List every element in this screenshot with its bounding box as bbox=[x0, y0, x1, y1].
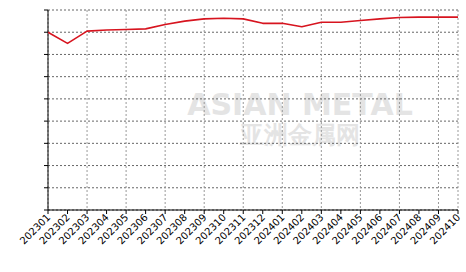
grid-line bbox=[360, 10, 361, 210]
grid-line bbox=[48, 10, 458, 11]
grid-line bbox=[321, 10, 322, 210]
x-tick bbox=[243, 210, 244, 214]
x-tick bbox=[379, 210, 380, 214]
x-tick bbox=[67, 210, 68, 214]
x-axis bbox=[48, 210, 458, 211]
annotation: ASIAN METAL bbox=[187, 87, 413, 122]
x-tick bbox=[301, 210, 302, 214]
grid bbox=[48, 10, 458, 210]
series bbox=[48, 17, 458, 43]
x-tick bbox=[282, 210, 283, 214]
grid-line bbox=[48, 187, 458, 188]
grid-line bbox=[282, 10, 283, 210]
x-tick-label: 202410 bbox=[428, 212, 463, 247]
x-tick bbox=[340, 210, 341, 214]
x-tick bbox=[360, 210, 361, 214]
line bbox=[48, 17, 458, 43]
y-tick bbox=[44, 54, 48, 55]
grid-line bbox=[243, 10, 244, 210]
y-tick bbox=[44, 165, 48, 166]
grid-line bbox=[48, 143, 458, 144]
x-tick bbox=[418, 210, 419, 214]
x-tick bbox=[106, 210, 107, 214]
y-tick bbox=[44, 76, 48, 77]
x-tick bbox=[321, 210, 322, 214]
x-tick bbox=[165, 210, 166, 214]
y-tick bbox=[44, 98, 48, 99]
y-axis bbox=[48, 10, 49, 210]
grid-line bbox=[204, 10, 205, 210]
grid-line bbox=[48, 121, 458, 122]
x-tick bbox=[204, 210, 205, 214]
y-tick bbox=[44, 143, 48, 144]
chart: ASIAN METAL亚洲金属网202301202302202303202304… bbox=[0, 0, 466, 272]
grid-line bbox=[48, 32, 458, 33]
grid-line bbox=[48, 10, 49, 210]
watermark: ASIAN METAL亚洲金属网 bbox=[187, 87, 413, 149]
x-tick bbox=[458, 210, 459, 214]
grid-line bbox=[48, 54, 458, 55]
grid-line bbox=[48, 165, 458, 166]
y-tick bbox=[44, 10, 48, 11]
x-tick bbox=[145, 210, 146, 214]
x-tick bbox=[184, 210, 185, 214]
grid-line bbox=[126, 10, 127, 210]
x-tick bbox=[87, 210, 88, 214]
grid-line bbox=[48, 76, 458, 77]
x-tick bbox=[399, 210, 400, 214]
x-tick bbox=[126, 210, 127, 214]
y-tick bbox=[44, 187, 48, 188]
y-tick bbox=[44, 121, 48, 122]
x-tick bbox=[48, 210, 49, 214]
grid-line bbox=[165, 10, 166, 210]
x-tick bbox=[438, 210, 439, 214]
grid-line bbox=[48, 210, 458, 211]
grid-line bbox=[48, 98, 458, 99]
y-tick bbox=[44, 32, 48, 33]
annotation: 亚洲金属网 bbox=[239, 121, 360, 149]
grid-line bbox=[438, 10, 439, 210]
grid-line bbox=[87, 10, 88, 210]
x-tick bbox=[223, 210, 224, 214]
grid-line bbox=[458, 10, 459, 210]
grid-line bbox=[399, 10, 400, 210]
y-tick bbox=[44, 210, 48, 211]
x-tick bbox=[262, 210, 263, 214]
